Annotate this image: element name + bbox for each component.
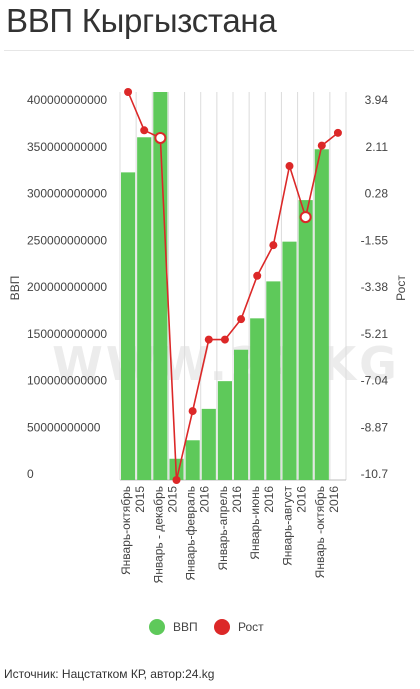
gdp-bar: [217, 381, 232, 480]
x-tick-label-line1: Январь-октябрь: [119, 486, 133, 575]
x-tick-label-line1: Январь-август: [281, 486, 295, 566]
gdp-bar: [185, 440, 200, 480]
y-tick-label: 250000000000: [27, 233, 107, 247]
y-tick-label: 50000000000: [27, 420, 101, 434]
x-tick-label-line2: 2015: [133, 486, 147, 513]
y-axis-title: ВВП: [8, 276, 22, 301]
growth-point: [154, 131, 167, 144]
growth-point: [188, 407, 197, 416]
growth-line: [124, 88, 342, 484]
tick-labels: 0 50000000000 100000000000 150000000000 2000…: [27, 93, 388, 583]
y2-tick-label: -5.21: [361, 327, 389, 341]
legend-label-gdp: ВВП: [173, 620, 198, 634]
title-divider: [4, 50, 414, 51]
y2-tick-label: -1.55: [361, 233, 389, 247]
x-tick-label-line1: Январь-апрель: [216, 486, 230, 571]
x-tick-label-line1: Январь-февраль: [184, 486, 198, 581]
chart-title: ВВП Кыргызстана: [6, 2, 277, 39]
gdp-bar: [137, 137, 152, 480]
x-tick-label: Январь-февраль 2016: [184, 486, 212, 581]
growth-point: [269, 241, 278, 250]
y2-tick-label: 0.28: [365, 187, 389, 201]
y-tick-label: 0: [27, 467, 34, 481]
x-tick-label: Январь - декабрь 2015: [151, 486, 179, 584]
y2-tick-label: -10.7: [361, 467, 389, 481]
growth-point: [285, 162, 294, 171]
growth-point: [253, 271, 262, 280]
y-tick-label: 400000000000: [27, 93, 107, 107]
gdp-bar: [234, 349, 249, 480]
y-tick-label: 350000000000: [27, 140, 107, 154]
gdp-bar: [266, 281, 281, 480]
gdp-bar: [121, 172, 136, 480]
growth-point: [333, 128, 342, 137]
x-tick-label-line1: Январь - декабрь: [151, 486, 165, 583]
y-tick-label: 200000000000: [27, 280, 107, 294]
growth-point: [220, 335, 229, 344]
gdp-chart: WWW.24.KG 050000000000100000000000150000…: [8, 88, 408, 635]
y-tick-label: 100000000000: [27, 374, 107, 388]
x-tick-label-line2: 2015: [165, 486, 179, 513]
gdp-bar: [298, 200, 313, 481]
y2-axis-title: Рост: [394, 275, 408, 301]
gdp-bar: [250, 318, 265, 480]
gdp-bar: [314, 149, 329, 480]
y2-tick-label: -8.87: [361, 420, 389, 434]
x-tick-label: Январь-октябрь 2015: [119, 486, 147, 575]
x-tick-label: Январь-апрель 2016: [216, 486, 244, 571]
growth-point: [317, 141, 326, 150]
legend-swatch-growth: [214, 619, 230, 635]
grid: [119, 92, 347, 481]
x-tick-label: Январь -октябрь 2016: [313, 486, 341, 579]
growth-point: [124, 88, 133, 96]
x-tick-label-line2: 2016: [262, 486, 276, 513]
growth-point: [140, 126, 149, 135]
x-tick-label-line2: 2016: [230, 486, 244, 513]
legend-swatch-gdp: [149, 619, 165, 635]
growth-point: [172, 476, 181, 484]
y2-tick-label: -3.38: [361, 280, 389, 294]
growth-polyline: [127, 91, 339, 481]
source-note: Источник: Нацстатком КР, автор:24.kg: [4, 667, 215, 681]
gdp-bar: [282, 241, 297, 480]
growth-point: [204, 335, 213, 344]
growth-point: [237, 315, 246, 324]
legend-label-growth: Рост: [238, 620, 264, 634]
x-tick-label-line1: Январь-июнь: [248, 486, 262, 560]
x-tick-label-line2: 2016: [295, 486, 309, 513]
x-tick-label-line2: 2016: [327, 486, 341, 513]
y-tick-label: 150000000000: [27, 327, 107, 341]
x-tick-label: Январь-август 2016: [281, 486, 309, 566]
y2-tick-label: 3.94: [365, 93, 389, 107]
y2-tick-label: -7.04: [361, 374, 389, 388]
x-tick-label-line1: Январь -октябрь: [313, 486, 327, 578]
bars: [121, 92, 329, 481]
gdp-bar: [153, 92, 168, 480]
y2-tick-label: 2.11: [366, 140, 389, 154]
x-tick-label-line2: 2016: [198, 486, 212, 513]
legend: ВВП Рост: [149, 619, 264, 635]
gdp-bar: [201, 408, 216, 480]
y-tick-label: 300000000000: [27, 187, 107, 201]
x-tick-label: Январь-июнь 2016: [248, 486, 276, 560]
growth-point: [299, 211, 312, 224]
